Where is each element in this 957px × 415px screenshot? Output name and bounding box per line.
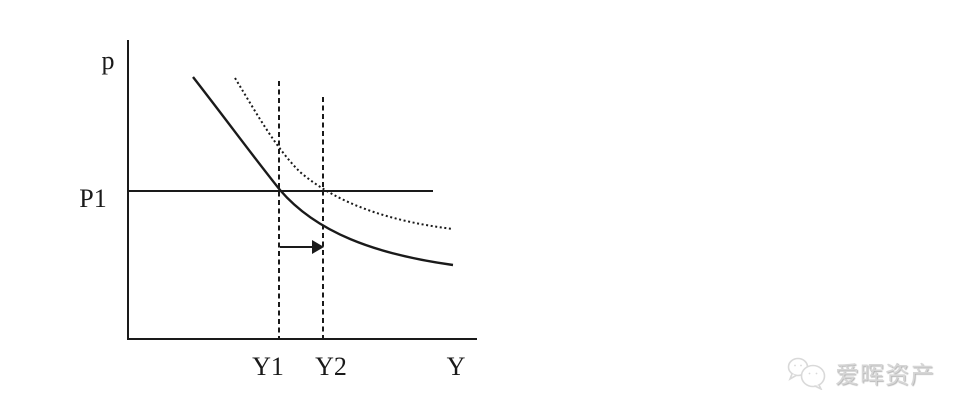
watermark: 爱晖资产 xyxy=(786,355,935,390)
y-axis-label: p xyxy=(101,46,115,75)
shift-arrowhead-icon xyxy=(312,240,324,254)
x-axis-label: Y xyxy=(446,352,466,381)
demand-curve-initial xyxy=(192,76,454,267)
tick-label-y1: Y1 xyxy=(252,352,284,381)
watermark-text: 爱晖资产 xyxy=(835,362,935,389)
tick-label-y2: Y2 xyxy=(315,352,347,381)
demand-curve-shifted xyxy=(234,77,454,230)
price-label-p1: P1 xyxy=(79,184,107,213)
wechat-icon xyxy=(786,356,828,390)
